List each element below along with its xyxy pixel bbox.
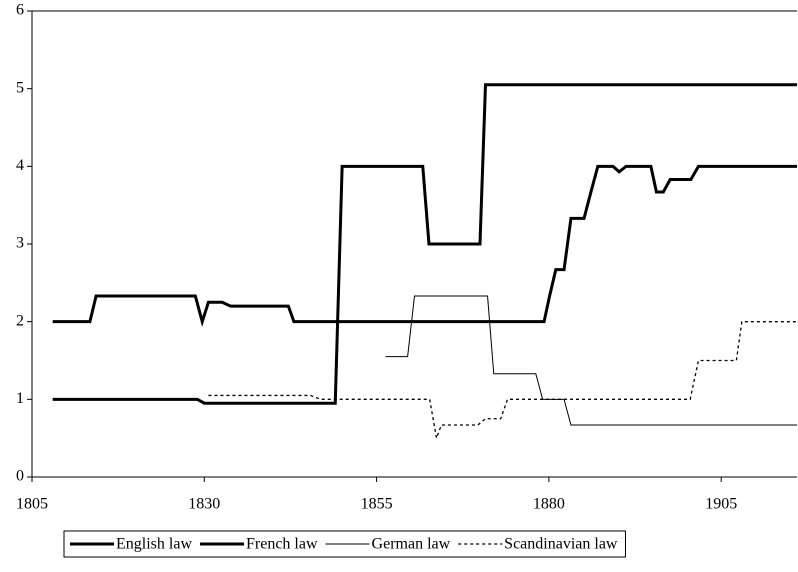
x-tick-label: 1805 xyxy=(16,496,48,513)
legend-label: Scandinavian law xyxy=(504,536,618,553)
legend-label: German law xyxy=(372,536,451,553)
y-tick-label: 4 xyxy=(16,157,24,174)
series-line xyxy=(52,164,797,327)
x-tick-label: 1880 xyxy=(533,496,565,513)
y-tick-label: 3 xyxy=(16,235,24,252)
series-line xyxy=(52,83,797,405)
y-tick-label: 2 xyxy=(16,312,24,329)
series-line xyxy=(385,295,797,426)
x-tick-label: 1830 xyxy=(188,496,220,513)
y-tick-label: 1 xyxy=(16,390,24,407)
y-tick-label: 0 xyxy=(16,468,24,485)
legend-label: French law xyxy=(246,536,318,553)
y-tick-label: 5 xyxy=(16,79,24,96)
x-tick-label: 1855 xyxy=(361,496,393,513)
legend-label: English law xyxy=(116,536,192,553)
legend: English law French law German law Scandinav… xyxy=(63,530,626,558)
series-line xyxy=(208,321,797,441)
y-tick-label: 6 xyxy=(16,2,24,19)
x-tick-label: 1905 xyxy=(705,496,737,513)
